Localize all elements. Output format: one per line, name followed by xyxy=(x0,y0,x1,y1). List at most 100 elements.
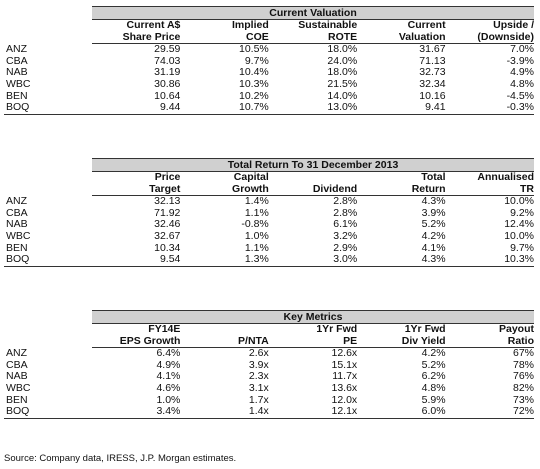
table-cell: 4.3% xyxy=(421,195,446,208)
table-cell: 29.59 xyxy=(154,43,181,56)
table-cell: 4.2% xyxy=(421,347,446,360)
table-row: BEN 10.64 10.2% 14.0% 10.16 -4.5% xyxy=(4,89,534,103)
column-header: Upside / xyxy=(493,19,534,31)
table-cell: 12.6x xyxy=(331,347,358,360)
table-cell: 3.4% xyxy=(92,405,181,419)
table-row: BOQ 3.4% 1.4x 12.1x 6.0% 72% xyxy=(4,405,534,419)
table-cell: 2.8% xyxy=(333,206,358,219)
table-cell: 1.3% xyxy=(180,253,269,267)
table-cell: 10.64 xyxy=(154,89,181,102)
table-cell: 10.7% xyxy=(180,101,269,115)
table-cell: 31.67 xyxy=(419,43,446,56)
table-cell: 82% xyxy=(512,381,534,394)
table-cell: 1.1% xyxy=(244,206,269,219)
section-title: Current Valuation xyxy=(92,6,534,20)
table-cell: 32.13 xyxy=(154,195,181,208)
table-cell: 13.6x xyxy=(331,381,358,394)
column-header: Sustainable xyxy=(298,19,358,31)
table-cell: 78% xyxy=(512,358,534,371)
table-cell: 2.3x xyxy=(248,370,269,383)
table-cell: 18.0% xyxy=(327,43,358,56)
table-cell: 18.0% xyxy=(327,66,358,79)
table-cell: 24.0% xyxy=(327,54,358,67)
table-row: CBA 4.9% 3.9x 15.1x 5.2% 78% xyxy=(4,358,534,372)
table-cell: 14.0% xyxy=(327,89,358,102)
table-cell: 4.1% xyxy=(156,370,181,383)
table-cell: 71.13 xyxy=(419,54,446,67)
table-cell: 4.3% xyxy=(357,253,446,267)
column-header: Implied xyxy=(232,19,269,31)
table-cell: 9.2% xyxy=(510,206,534,219)
column-header: 1Yr Fwd xyxy=(316,323,358,335)
table-cell: 9.7% xyxy=(510,241,534,254)
table-cell: 10.0% xyxy=(504,229,534,242)
bank-label: ANZ xyxy=(6,42,27,55)
column-header: Annualised xyxy=(477,171,534,183)
bank-label: WBC xyxy=(6,229,31,242)
table-cell: -4.5% xyxy=(506,89,534,102)
table-cell: 2.8% xyxy=(333,195,358,208)
table-cell: 4.9% xyxy=(510,66,534,79)
table-cell: 12.1x xyxy=(268,405,358,419)
table-row: BEN 1.0% 1.7x 12.0x 5.9% 73% xyxy=(4,393,534,407)
table-cell: 6.0% xyxy=(357,405,446,419)
table-row: BOQ 9.44 10.7% 13.0% 9.41 -0.3% xyxy=(4,101,534,115)
bank-label: WBC xyxy=(6,381,31,394)
table-cell: 21.5% xyxy=(327,77,358,90)
column-header: Div Yield xyxy=(357,335,446,349)
column-header xyxy=(180,324,268,336)
table-cell: 71.92 xyxy=(154,206,181,219)
bank-label: NAB xyxy=(6,66,28,79)
table-cell: -3.9% xyxy=(506,54,534,67)
table-cell: 72% xyxy=(445,405,534,419)
column-header: Capital xyxy=(233,171,269,183)
table-cell: 15.1x xyxy=(331,358,358,371)
column-header: P/NTA xyxy=(180,335,269,349)
table-cell: 3.2% xyxy=(333,229,358,242)
table-cell: 1.1% xyxy=(244,241,269,254)
table-cell: 2.9% xyxy=(333,241,358,254)
bank-label: BOQ xyxy=(4,405,92,419)
table-cell: 10.2% xyxy=(239,89,269,102)
column-header: Ratio xyxy=(445,335,534,349)
bank-label: ANZ xyxy=(6,194,27,207)
table-cell: 73% xyxy=(512,393,534,406)
column-header: Dividend xyxy=(268,183,358,197)
table-cell: 5.2% xyxy=(421,218,446,231)
bank-label: ANZ xyxy=(6,346,27,359)
table-cell: 13.0% xyxy=(268,101,358,115)
table-row: WBC 30.86 10.3% 21.5% 32.34 4.8% xyxy=(4,77,534,91)
table-row: NAB 32.46 -0.8% 6.1% 5.2% 12.4% xyxy=(4,219,534,231)
bank-label: NAB xyxy=(6,370,28,383)
table-cell: 5.2% xyxy=(421,358,446,371)
bank-label: BEN xyxy=(6,89,28,102)
table-cell: 2.6x xyxy=(248,347,269,360)
table-cell: 9.54 xyxy=(92,253,181,267)
table-cell: 10.5% xyxy=(239,43,269,56)
table-cell: 4.1% xyxy=(421,241,446,254)
table-cell: 12.4% xyxy=(504,218,534,231)
bank-label: WBC xyxy=(6,77,31,90)
table-cell: 12.0x xyxy=(331,393,358,406)
source-note: Source: Company data, IRESS, J.P. Morgan… xyxy=(4,453,237,464)
bank-label: BEN xyxy=(6,393,28,406)
table-cell: 1.7x xyxy=(248,393,269,406)
column-header: 1Yr Fwd xyxy=(404,323,446,335)
table-cell: -0.8% xyxy=(241,218,269,231)
table-cell: 31.19 xyxy=(154,66,181,79)
table-row: WBC 4.6% 3.1x 13.6x 4.8% 82% xyxy=(4,381,534,395)
table-cell: 10.4% xyxy=(239,66,269,79)
column-header: Return xyxy=(357,183,446,197)
column-header: Total xyxy=(421,171,446,183)
table-cell: -0.3% xyxy=(445,101,534,115)
column-header: Valuation xyxy=(357,31,446,45)
table-cell: 9.41 xyxy=(357,101,446,115)
bank-label: BEN xyxy=(6,241,28,254)
bank-label: BOQ xyxy=(4,101,92,115)
section-title: Key Metrics xyxy=(92,310,534,324)
table-cell: 32.46 xyxy=(154,218,181,231)
table-row: ANZ 6.4% 2.6x 12.6x 4.2% 67% xyxy=(4,346,534,360)
table-cell: 6.1% xyxy=(333,218,358,231)
table-cell: 6.4% xyxy=(156,347,181,360)
